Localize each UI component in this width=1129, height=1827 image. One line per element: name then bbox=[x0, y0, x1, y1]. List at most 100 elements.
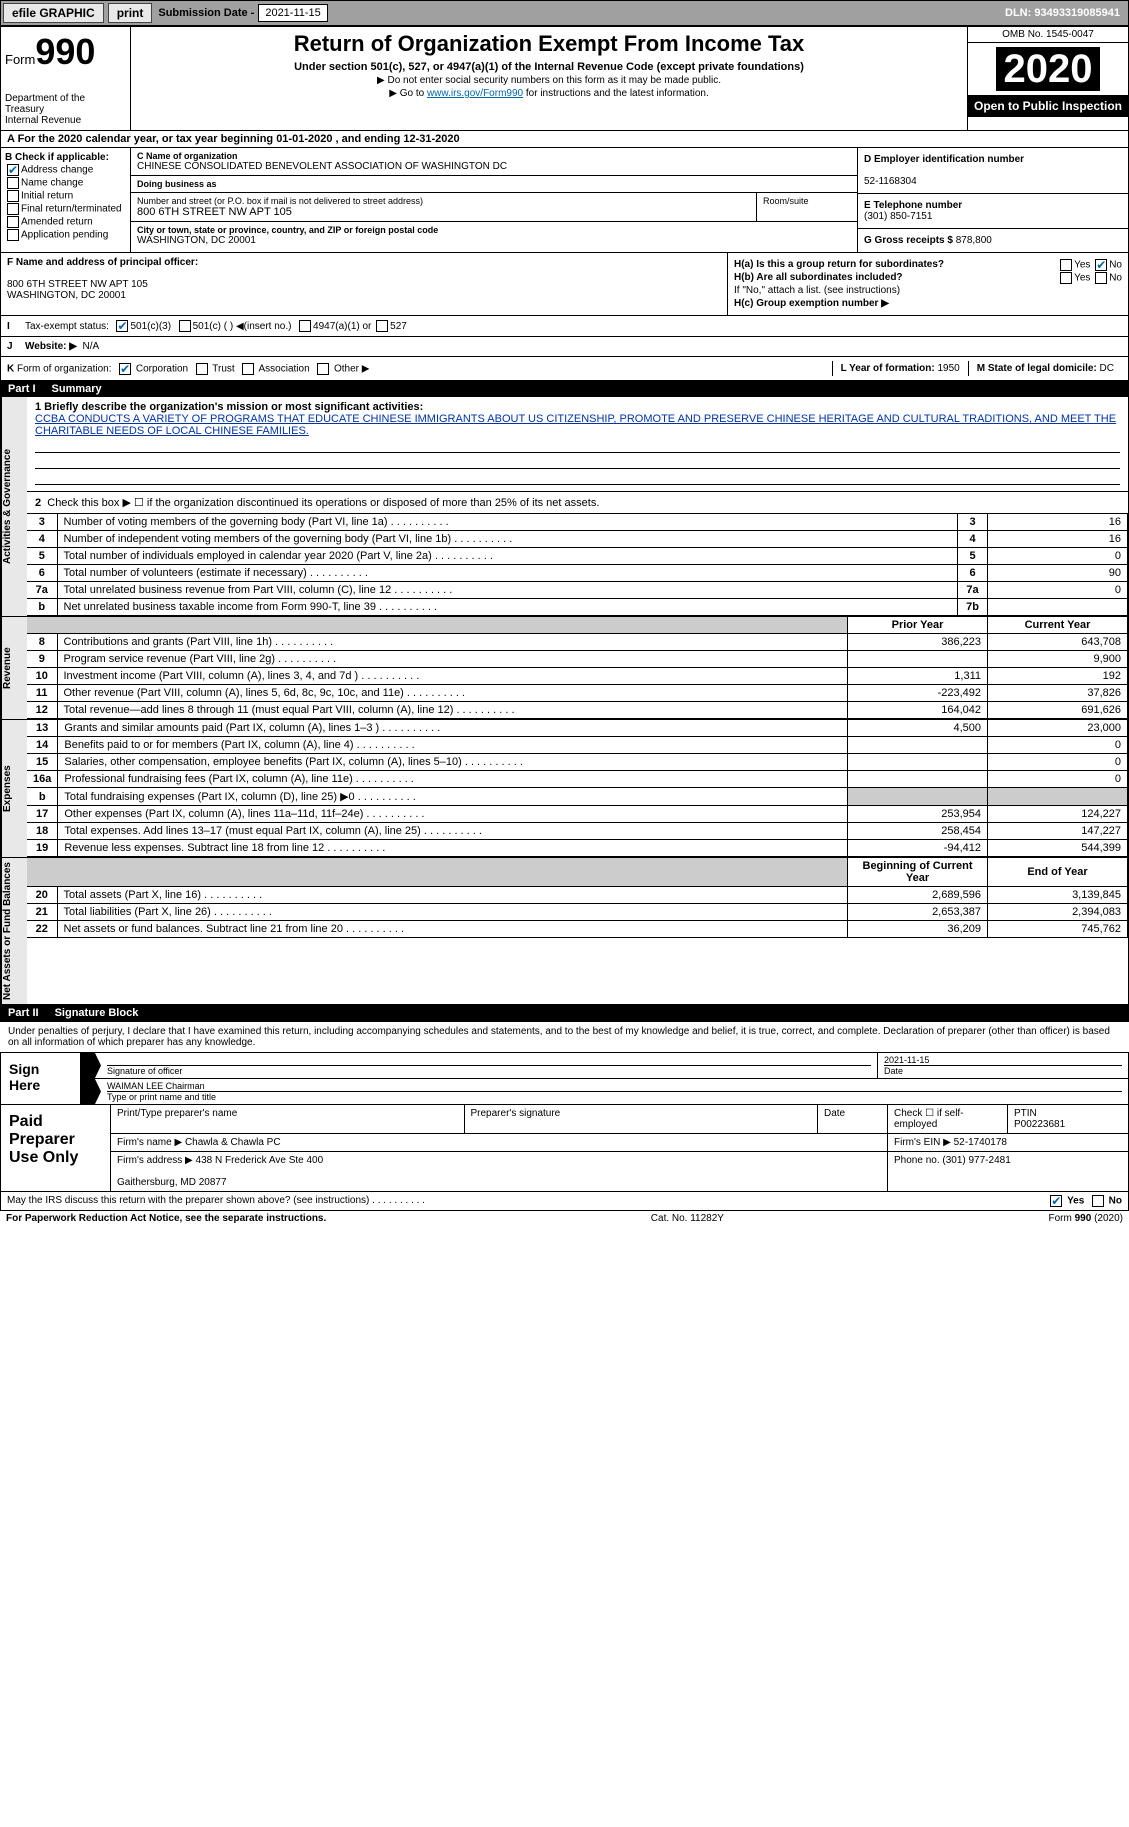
table-row: 21Total liabilities (Part X, line 26)2,6… bbox=[27, 904, 1128, 921]
checkbox-name-change[interactable] bbox=[7, 177, 19, 189]
print-button[interactable]: print bbox=[108, 3, 153, 23]
state-of-domicile: M State of legal domicile: DC bbox=[968, 361, 1122, 376]
preparer-date-header: Date bbox=[818, 1105, 888, 1133]
checkbox-ha-no[interactable] bbox=[1095, 259, 1107, 271]
table-row: 13Grants and similar amounts paid (Part … bbox=[27, 720, 1128, 737]
part-2-header: Part IISignature Block bbox=[0, 1005, 1129, 1021]
form-footer-label: Form 990 (2020) bbox=[1049, 1213, 1123, 1224]
form-subtitle: Under section 501(c), 527, or 4947(a)(1)… bbox=[139, 61, 959, 73]
checkbox-hb-no[interactable] bbox=[1095, 272, 1107, 284]
dln-value: DLN: 93493319085941 bbox=[997, 7, 1128, 19]
firm-ein-cell: Firm's EIN ▶ 52-1740178 bbox=[888, 1134, 1128, 1151]
checkbox-ha-yes[interactable] bbox=[1060, 259, 1072, 271]
arrow-icon bbox=[81, 1053, 101, 1078]
table-row: 11Other revenue (Part VIII, column (A), … bbox=[27, 685, 1128, 702]
table-row: 8Contributions and grants (Part VIII, li… bbox=[27, 634, 1128, 651]
governance-table: 3Number of voting members of the governi… bbox=[27, 514, 1128, 616]
submission-date-value: 2021-11-15 bbox=[258, 4, 327, 22]
table-header-row: Prior YearCurrent Year bbox=[27, 617, 1128, 634]
row-j-website: J Website: ▶ N/A bbox=[0, 337, 1129, 357]
checkbox-trust[interactable] bbox=[196, 363, 208, 375]
identity-block: B Check if applicable: Address change Na… bbox=[0, 148, 1129, 253]
table-row: 5Total number of individuals employed in… bbox=[27, 548, 1128, 565]
row-i-tax-exempt: I Tax-exempt status: 501(c)(3) 501(c) ( … bbox=[0, 316, 1129, 337]
officer-group-block: F Name and address of principal officer:… bbox=[0, 253, 1129, 316]
checkbox-discuss-yes[interactable] bbox=[1050, 1195, 1062, 1207]
org-name-cell: C Name of organization CHINESE CONSOLIDA… bbox=[131, 148, 857, 176]
group-return-block: H(a) Is this a group return for subordin… bbox=[728, 253, 1128, 315]
form-header: Form990 Department of the Treasury Inter… bbox=[0, 26, 1129, 131]
vlabel-activities-governance: Activities & Governance bbox=[1, 397, 27, 616]
paid-preparer-label: Paid Preparer Use Only bbox=[1, 1105, 111, 1191]
page-footer: For Paperwork Reduction Act Notice, see … bbox=[0, 1211, 1129, 1226]
paid-preparer-block: Paid Preparer Use Only Print/Type prepar… bbox=[0, 1105, 1129, 1192]
vlabel-revenue: Revenue bbox=[1, 617, 27, 719]
signature-officer-cell: Signature of officer bbox=[101, 1053, 878, 1078]
checkbox-501c[interactable] bbox=[179, 320, 191, 332]
table-row: bTotal fundraising expenses (Part IX, co… bbox=[27, 788, 1128, 806]
table-row: 4Number of independent voting members of… bbox=[27, 531, 1128, 548]
vlabel-expenses: Expenses bbox=[1, 720, 27, 857]
gross-receipts-cell: G Gross receipts $ 878,800 bbox=[858, 229, 1128, 252]
preparer-name-header: Print/Type preparer's name bbox=[111, 1105, 465, 1133]
mission-text: CCBA CONDUCTS A VARIETY OF PROGRAMS THAT… bbox=[35, 413, 1116, 437]
omb-number: OMB No. 1545-0047 bbox=[968, 27, 1128, 43]
ptin-cell: PTINP00223681 bbox=[1008, 1105, 1128, 1133]
checkbox-hb-yes[interactable] bbox=[1060, 272, 1072, 284]
block-b-checkboxes: B Check if applicable: Address change Na… bbox=[1, 148, 131, 252]
street-address-cell: Number and street (or P.O. box if mail i… bbox=[131, 193, 757, 221]
checkbox-discuss-no[interactable] bbox=[1092, 1195, 1104, 1207]
tax-year: 2020 bbox=[994, 45, 1103, 93]
revenue-table: Prior YearCurrent Year8Contributions and… bbox=[27, 617, 1128, 719]
self-employed-cell: Check ☐ if self-employed bbox=[888, 1105, 1008, 1133]
open-to-public: Open to Public Inspection bbox=[968, 95, 1128, 117]
checkbox-final-return[interactable] bbox=[7, 203, 19, 215]
checkbox-corporation[interactable] bbox=[119, 363, 131, 375]
checkbox-initial-return[interactable] bbox=[7, 190, 19, 202]
department-label: Department of the Treasury Internal Reve… bbox=[5, 93, 126, 126]
table-row: 22Net assets or fund balances. Subtract … bbox=[27, 921, 1128, 938]
form-number: Form990 bbox=[5, 31, 126, 73]
principal-officer: F Name and address of principal officer:… bbox=[1, 253, 728, 315]
table-row: 9Program service revenue (Part VIII, lin… bbox=[27, 651, 1128, 668]
table-row: 16aProfessional fundraising fees (Part I… bbox=[27, 771, 1128, 788]
checkbox-4947[interactable] bbox=[299, 320, 311, 332]
signature-date-cell: 2021-11-15Date bbox=[878, 1053, 1128, 1078]
form-note-1: ▶ Do not enter social security numbers o… bbox=[139, 75, 959, 86]
checkbox-other[interactable] bbox=[317, 363, 329, 375]
table-row: 18Total expenses. Add lines 13–17 (must … bbox=[27, 823, 1128, 840]
row-k-form-of-org: K Form of organization: Corporation Trus… bbox=[0, 357, 1129, 381]
checkbox-501c3[interactable] bbox=[116, 320, 128, 332]
table-row: 19Revenue less expenses. Subtract line 1… bbox=[27, 840, 1128, 857]
table-row: 10Investment income (Part VIII, column (… bbox=[27, 668, 1128, 685]
catalog-number: Cat. No. 11282Y bbox=[651, 1213, 724, 1224]
checkbox-527[interactable] bbox=[376, 320, 388, 332]
part-1-header: Part ISummary bbox=[0, 381, 1129, 397]
table-row: 7aTotal unrelated business revenue from … bbox=[27, 582, 1128, 599]
pra-notice: For Paperwork Reduction Act Notice, see … bbox=[6, 1213, 326, 1224]
checkbox-amended-return[interactable] bbox=[7, 216, 19, 228]
checkbox-application-pending[interactable] bbox=[7, 229, 19, 241]
table-row: 3Number of voting members of the governi… bbox=[27, 514, 1128, 531]
table-row: 17Other expenses (Part IX, column (A), l… bbox=[27, 806, 1128, 823]
irs-link[interactable]: www.irs.gov/Form990 bbox=[427, 88, 523, 99]
form-note-2: ▶ Go to www.irs.gov/Form990 for instruct… bbox=[139, 88, 959, 99]
checkbox-association[interactable] bbox=[242, 363, 254, 375]
form-title: Return of Organization Exempt From Incom… bbox=[139, 31, 959, 57]
row-a-tax-year: A For the 2020 calendar year, or tax yea… bbox=[0, 131, 1129, 148]
checkbox-address-change[interactable] bbox=[7, 164, 19, 176]
room-suite-cell: Room/suite bbox=[757, 193, 857, 221]
table-row: 15Salaries, other compensation, employee… bbox=[27, 754, 1128, 771]
table-header-row: Beginning of Current YearEnd of Year bbox=[27, 858, 1128, 887]
discuss-with-preparer-row: May the IRS discuss this return with the… bbox=[0, 1192, 1129, 1211]
dba-cell: Doing business as bbox=[131, 176, 857, 193]
top-toolbar: efile GRAPHIC print Submission Date - 20… bbox=[0, 0, 1129, 26]
firm-phone-cell: Phone no. (301) 977-2481 bbox=[888, 1152, 1128, 1191]
submission-date-label: Submission Date - bbox=[154, 7, 258, 19]
sign-here-block: Sign Here Signature of officer 2021-11-1… bbox=[0, 1052, 1129, 1105]
table-row: 6Total number of volunteers (estimate if… bbox=[27, 565, 1128, 582]
mission-block: 1 Briefly describe the organization's mi… bbox=[27, 397, 1128, 492]
signature-intro: Under penalties of perjury, I declare th… bbox=[0, 1021, 1129, 1052]
line-2-discontinued: 2 Check this box ▶ ☐ if the organization… bbox=[27, 492, 1128, 514]
efile-graphic-button[interactable]: efile GRAPHIC bbox=[3, 3, 104, 23]
